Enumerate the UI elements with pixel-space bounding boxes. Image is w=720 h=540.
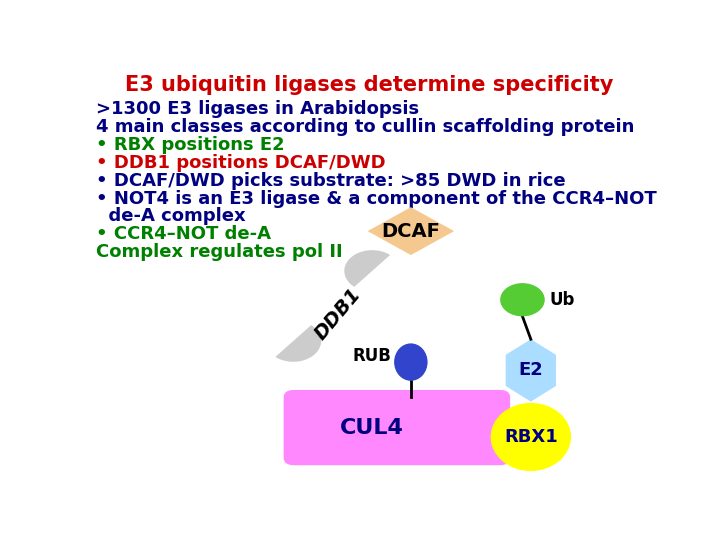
Text: • RBX positions E2: • RBX positions E2	[96, 136, 284, 154]
Text: CUL4: CUL4	[340, 417, 404, 437]
Text: >1300 E3 ligases in Arabidopsis: >1300 E3 ligases in Arabidopsis	[96, 100, 419, 118]
FancyBboxPatch shape	[284, 390, 510, 465]
Text: • DDB1 positions DCAF/DWD: • DDB1 positions DCAF/DWD	[96, 154, 385, 172]
Text: 4 main classes according to cullin scaffolding protein: 4 main classes according to cullin scaff…	[96, 118, 634, 136]
Text: E2: E2	[518, 361, 543, 380]
Text: • CCR4–NOT de-A: • CCR4–NOT de-A	[96, 225, 271, 244]
Text: RUB: RUB	[353, 347, 392, 365]
Text: • NOT4 is an E3 ligase & a component of the CCR4–NOT: • NOT4 is an E3 ligase & a component of …	[96, 190, 657, 207]
Text: DDB1: DDB1	[312, 285, 365, 344]
Ellipse shape	[490, 403, 571, 471]
Polygon shape	[275, 250, 390, 362]
Ellipse shape	[394, 343, 428, 381]
Text: E3 ubiquitin ligases determine specificity: E3 ubiquitin ligases determine specifici…	[125, 75, 613, 95]
Text: de-A complex: de-A complex	[96, 207, 246, 225]
Text: RBX1: RBX1	[504, 428, 558, 446]
Text: • DCAF/DWD picks substrate: >85 DWD in rice: • DCAF/DWD picks substrate: >85 DWD in r…	[96, 172, 565, 190]
Polygon shape	[505, 339, 556, 402]
Text: DCAF: DCAF	[382, 221, 441, 241]
Text: Ub: Ub	[549, 291, 575, 309]
Circle shape	[500, 283, 545, 316]
Text: Complex regulates pol II: Complex regulates pol II	[96, 243, 342, 261]
Polygon shape	[368, 207, 454, 255]
